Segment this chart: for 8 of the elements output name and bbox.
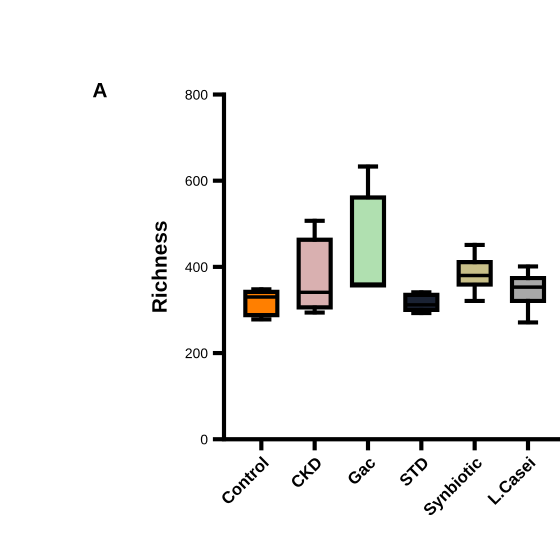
y-axis-title: Richness [152,221,167,312]
y-tick-label: 0 [200,434,208,444]
y-tick-label: 200 [186,348,208,358]
y-tick-label: 400 [185,262,208,272]
text: A [92,82,107,98]
y-tick-label: 600 [186,176,208,186]
x-tick-label: Gac [346,456,376,486]
y-tick-label: 800 [185,90,208,100]
